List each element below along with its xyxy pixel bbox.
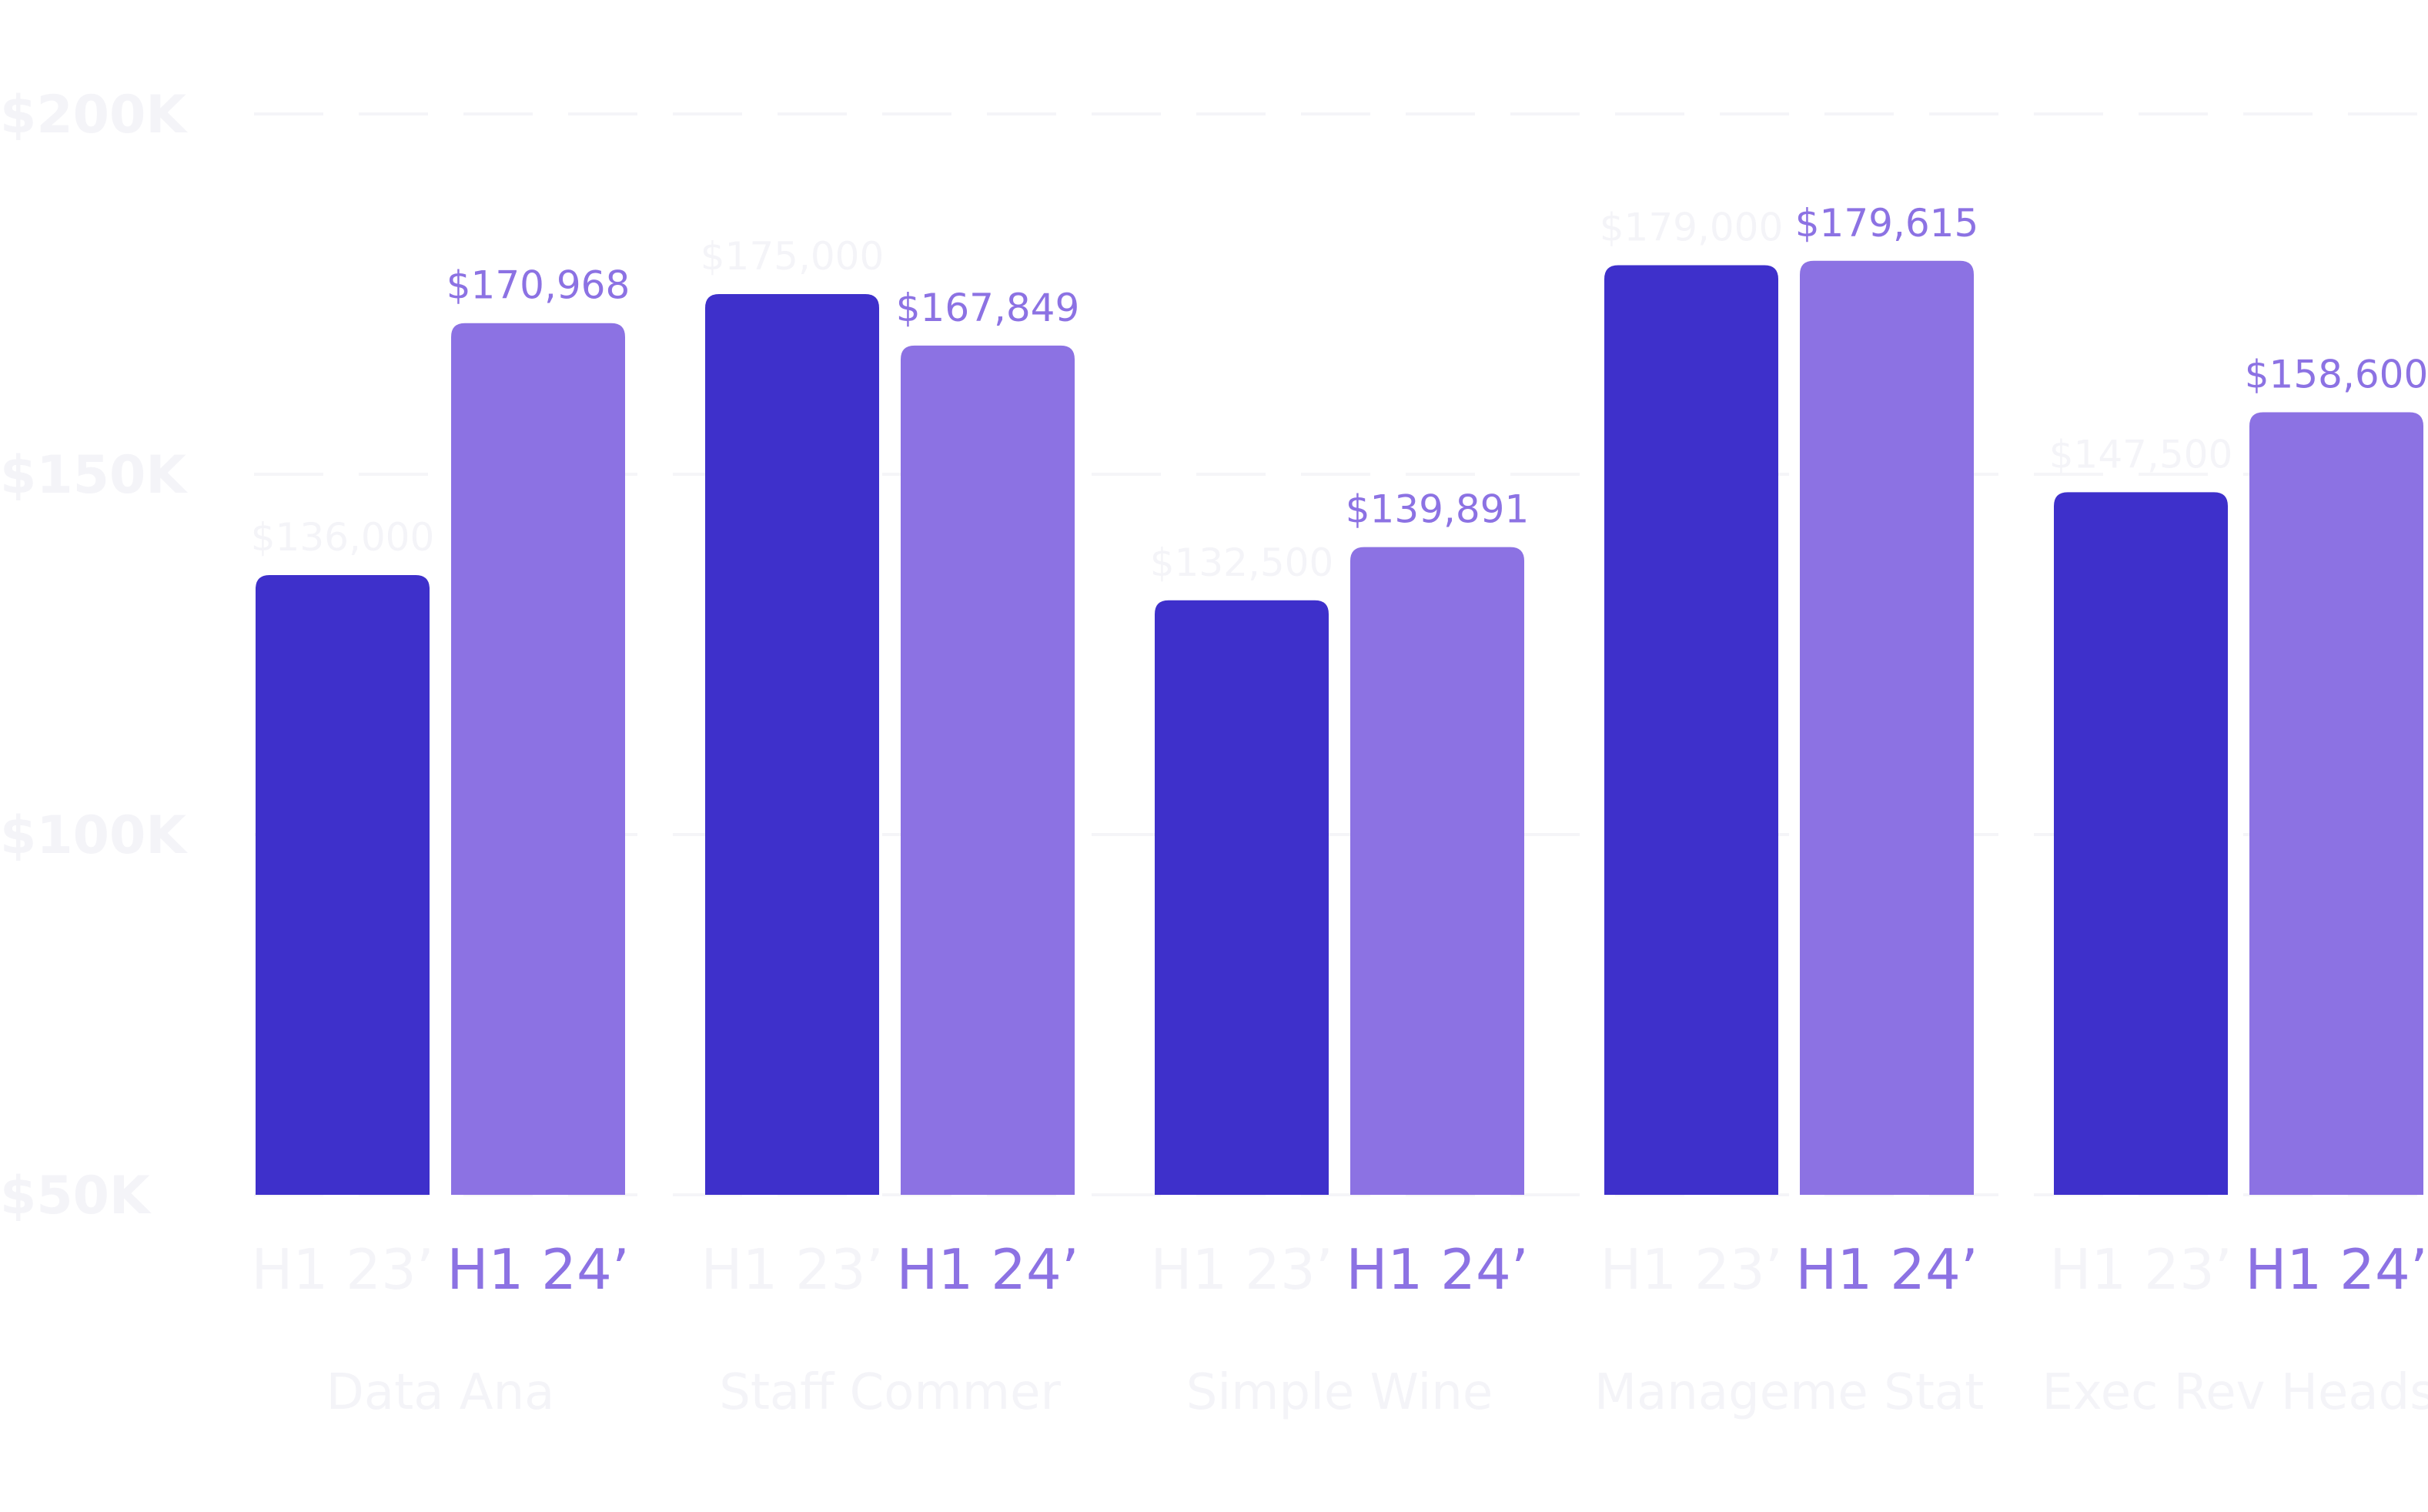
period-label: H1 23’ xyxy=(251,1237,433,1302)
bars xyxy=(256,260,2423,1196)
period-label: H1 24’ xyxy=(2245,1237,2427,1302)
bar-h1-24 xyxy=(1800,260,1974,1195)
bar-value-label: $167,849 xyxy=(896,286,1080,330)
y-axis: $200K $150K $100K $50K xyxy=(0,85,188,1226)
category-label: Exec Rev Heads xyxy=(2042,1364,2428,1421)
period-label: H1 23’ xyxy=(701,1237,883,1302)
bar-value-label: $179,615 xyxy=(1795,201,1979,246)
bar-value-label: $158,600 xyxy=(2245,353,2428,397)
bar-value-label: $139,891 xyxy=(1346,487,1530,532)
category-label: Manageme Stat xyxy=(1594,1364,1984,1421)
bar-h1-24 xyxy=(1350,547,1524,1195)
bar-value-label: $147,500 xyxy=(2049,432,2233,477)
y-tick-label: $150K xyxy=(0,445,188,506)
category-label: Simple Wine xyxy=(1186,1364,1493,1421)
bar-value-label: $170,968 xyxy=(446,263,630,308)
period-label: H1 24’ xyxy=(1346,1237,1528,1302)
period-label: H1 24’ xyxy=(1795,1237,1978,1302)
bar-h1-23 xyxy=(256,575,430,1195)
bar-h1-23 xyxy=(705,294,879,1195)
period-label: H1 23’ xyxy=(1150,1237,1333,1302)
bar-value-label: $179,000 xyxy=(1600,206,1784,250)
period-label: H1 23’ xyxy=(1600,1237,1782,1302)
period-label: H1 24’ xyxy=(446,1237,629,1302)
y-tick-label: $200K xyxy=(0,85,188,146)
bar-h1-23 xyxy=(1604,265,1778,1195)
value-labels: $136,000 $170,968 $175,000$167,849 $132,500… xyxy=(251,201,2428,585)
bar-value-label: $132,500 xyxy=(1150,540,1334,585)
bar-value-label: $136,000 xyxy=(251,515,435,560)
period-label: H1 24’ xyxy=(896,1237,1079,1302)
bar-h1-24 xyxy=(901,345,1075,1195)
bar-h1-24 xyxy=(2249,412,2423,1195)
y-tick-label: $50K xyxy=(0,1166,152,1226)
bar-h1-24 xyxy=(451,323,625,1196)
category-label: Data Ana xyxy=(326,1364,555,1421)
period-label: H1 23’ xyxy=(2049,1237,2232,1302)
bar-value-label: $175,000 xyxy=(701,234,885,279)
bar-h1-23 xyxy=(1155,600,1329,1195)
category-label: Staff Commer xyxy=(719,1364,1061,1421)
bar-h1-23 xyxy=(2054,492,2228,1195)
y-tick-label: $100K xyxy=(0,805,188,866)
